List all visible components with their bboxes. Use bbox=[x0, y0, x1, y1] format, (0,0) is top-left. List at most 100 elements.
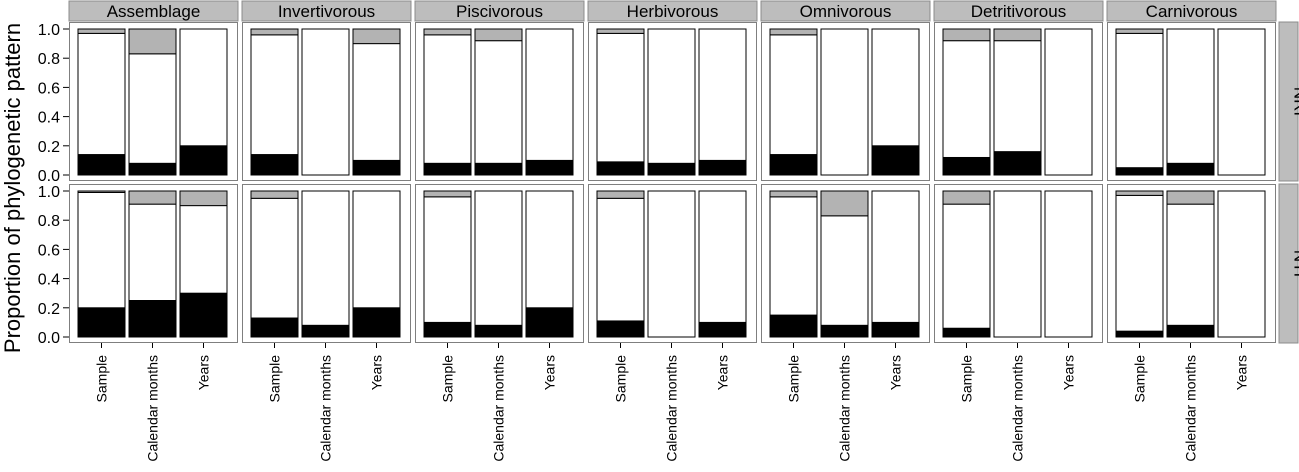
x-tick-label-assemblage-years: Years bbox=[196, 355, 212, 390]
y-tick-label-nri-3: 0.6 bbox=[38, 80, 60, 97]
bar-nti-carnivorous-calendar-months-black bbox=[1166, 324, 1215, 338]
y-tick-label-nti-5: 1.0 bbox=[38, 184, 60, 201]
bar-nri-piscivorous-sample-white bbox=[423, 34, 472, 164]
bar-nri-carnivorous-sample-gray bbox=[1115, 28, 1164, 34]
bar-nti-detritivorous-sample-black bbox=[942, 327, 991, 338]
x-tick-label-detritivorous-years: Years bbox=[1061, 355, 1077, 390]
y-tick-label-nti-2: 0.4 bbox=[38, 272, 60, 289]
x-tick-label-herbivorous-years: Years bbox=[715, 355, 731, 390]
x-tick-label-invertivorous-years: Years bbox=[369, 355, 385, 390]
x-tick-label-assemblage-sample: Sample bbox=[94, 355, 110, 403]
bar-nti-assemblage-years-white bbox=[179, 205, 228, 294]
bar-nti-invertivorous-calendar-months-black bbox=[301, 324, 350, 338]
x-tick-label-carnivorous-sample: Sample bbox=[1132, 355, 1148, 403]
bar-nti-carnivorous-calendar-months-gray bbox=[1166, 190, 1215, 205]
strip-piscivorous bbox=[414, 0, 585, 22]
strip-invertivorous bbox=[241, 0, 412, 22]
bar-nri-assemblage-sample-white bbox=[77, 32, 126, 156]
bar-nri-piscivorous-calendar-months-white bbox=[474, 40, 523, 164]
y-tick-label-nri-5: 1.0 bbox=[38, 22, 60, 39]
bar-nri-assemblage-calendar-months-white bbox=[128, 53, 177, 164]
x-tick-label-invertivorous-sample: Sample bbox=[267, 355, 283, 403]
bar-nri-detritivorous-years-white bbox=[1044, 28, 1093, 176]
x-tick-label-piscivorous-years: Years bbox=[542, 355, 558, 390]
bar-nri-detritivorous-calendar-months-black bbox=[993, 151, 1042, 176]
bar-nri-herbivorous-calendar-months-white bbox=[647, 28, 696, 164]
row-strip-nri bbox=[1278, 21, 1299, 182]
bar-nri-herbivorous-sample-black bbox=[596, 161, 645, 176]
bar-nti-omnivorous-sample-black bbox=[769, 314, 818, 338]
bar-nri-herbivorous-sample-white bbox=[596, 32, 645, 163]
x-tick-label-piscivorous-calendar-months: Calendar months bbox=[491, 355, 507, 462]
row-strip-nti bbox=[1278, 183, 1299, 344]
bar-nti-detritivorous-sample-gray bbox=[942, 190, 991, 205]
bar-nri-carnivorous-sample-black bbox=[1115, 167, 1164, 176]
bar-nti-assemblage-calendar-months-black bbox=[128, 300, 177, 338]
x-tick-label-carnivorous-years: Years bbox=[1234, 355, 1250, 390]
x-tick-label-carnivorous-calendar-months: Calendar months bbox=[1183, 355, 1199, 462]
bar-nri-herbivorous-calendar-months-black bbox=[647, 162, 696, 176]
y-tick-label-nri-1: 0.2 bbox=[38, 139, 60, 156]
bar-nti-detritivorous-years-white bbox=[1044, 190, 1093, 338]
bar-nti-invertivorous-sample-gray bbox=[250, 190, 299, 199]
bar-nti-herbivorous-sample-gray bbox=[596, 190, 645, 199]
strip-label-detritivorous: Detritivorous bbox=[971, 2, 1066, 21]
bar-nri-omnivorous-sample-black bbox=[769, 154, 818, 176]
bar-nti-herbivorous-calendar-months-white bbox=[647, 190, 696, 338]
bar-nri-omnivorous-sample-white bbox=[769, 34, 818, 156]
strip-label-invertivorous: Invertivorous bbox=[278, 2, 375, 21]
bar-nri-herbivorous-sample-gray bbox=[596, 28, 645, 34]
strip-omnivorous bbox=[760, 0, 931, 22]
bar-nri-detritivorous-calendar-months-gray bbox=[993, 28, 1042, 42]
strip-assemblage bbox=[68, 0, 239, 22]
bar-nti-herbivorous-sample-black bbox=[596, 320, 645, 338]
strip-label-carnivorous: Carnivorous bbox=[1146, 2, 1238, 21]
bar-nri-assemblage-sample-black bbox=[77, 154, 126, 176]
bar-nri-omnivorous-sample-gray bbox=[769, 28, 818, 36]
bar-nti-piscivorous-sample-gray bbox=[423, 190, 472, 198]
bar-nri-herbivorous-years-white bbox=[698, 28, 747, 161]
bar-nti-assemblage-calendar-months-white bbox=[128, 203, 177, 301]
bar-nti-omnivorous-calendar-months-gray bbox=[820, 190, 869, 217]
strip-herbivorous bbox=[587, 0, 758, 22]
bar-nri-carnivorous-calendar-months-black bbox=[1166, 162, 1215, 176]
x-tick-label-assemblage-calendar-months: Calendar months bbox=[145, 355, 161, 462]
bar-nti-omnivorous-years-white bbox=[871, 190, 920, 323]
bar-nti-assemblage-years-gray bbox=[179, 190, 228, 207]
bar-nti-piscivorous-sample-white bbox=[423, 196, 472, 323]
x-tick-label-detritivorous-calendar-months: Calendar months bbox=[1010, 355, 1026, 462]
strip-carnivorous bbox=[1106, 0, 1277, 22]
bar-nti-assemblage-sample-gray bbox=[77, 190, 126, 193]
bar-nti-invertivorous-sample-white bbox=[250, 197, 299, 319]
y-tick-label-nti-0: 0.0 bbox=[38, 330, 60, 347]
bar-nti-carnivorous-sample-gray bbox=[1115, 190, 1164, 196]
bar-nti-piscivorous-years-black bbox=[525, 307, 574, 338]
bar-nti-invertivorous-years-black bbox=[352, 307, 401, 338]
y-tick-label-nti-3: 0.6 bbox=[38, 242, 60, 259]
strip-label-assemblage: Assemblage bbox=[107, 2, 201, 21]
x-tick-label-omnivorous-years: Years bbox=[888, 355, 904, 390]
bar-nri-invertivorous-years-white bbox=[352, 43, 401, 161]
x-tick-label-invertivorous-calendar-months: Calendar months bbox=[318, 355, 334, 462]
bar-nri-assemblage-years-black bbox=[179, 145, 228, 176]
bar-nti-omnivorous-sample-gray bbox=[769, 190, 818, 198]
x-tick-label-omnivorous-calendar-months: Calendar months bbox=[837, 355, 853, 462]
bar-nri-assemblage-calendar-months-gray bbox=[128, 28, 177, 55]
bar-nti-carnivorous-calendar-months-white bbox=[1166, 203, 1215, 326]
bar-nti-assemblage-sample-black bbox=[77, 307, 126, 338]
bar-nti-omnivorous-calendar-months-white bbox=[820, 215, 869, 326]
bar-nri-invertivorous-sample-gray bbox=[250, 28, 299, 36]
bar-nri-detritivorous-sample-black bbox=[942, 156, 991, 176]
bar-nti-detritivorous-sample-white bbox=[942, 203, 991, 329]
bar-nti-invertivorous-years-white bbox=[352, 190, 401, 309]
bar-nri-carnivorous-years-white bbox=[1217, 28, 1266, 176]
y-tick-label-nri-0: 0.0 bbox=[38, 168, 60, 185]
y-tick-label-nti-1: 0.2 bbox=[38, 301, 60, 318]
bar-nti-piscivorous-sample-black bbox=[423, 321, 472, 338]
bar-nti-piscivorous-calendar-months-white bbox=[474, 190, 523, 326]
x-tick-label-herbivorous-sample: Sample bbox=[613, 355, 629, 403]
x-tick-label-omnivorous-sample: Sample bbox=[786, 355, 802, 403]
bar-nri-piscivorous-years-black bbox=[525, 159, 574, 176]
bar-nti-assemblage-sample-white bbox=[77, 191, 126, 309]
